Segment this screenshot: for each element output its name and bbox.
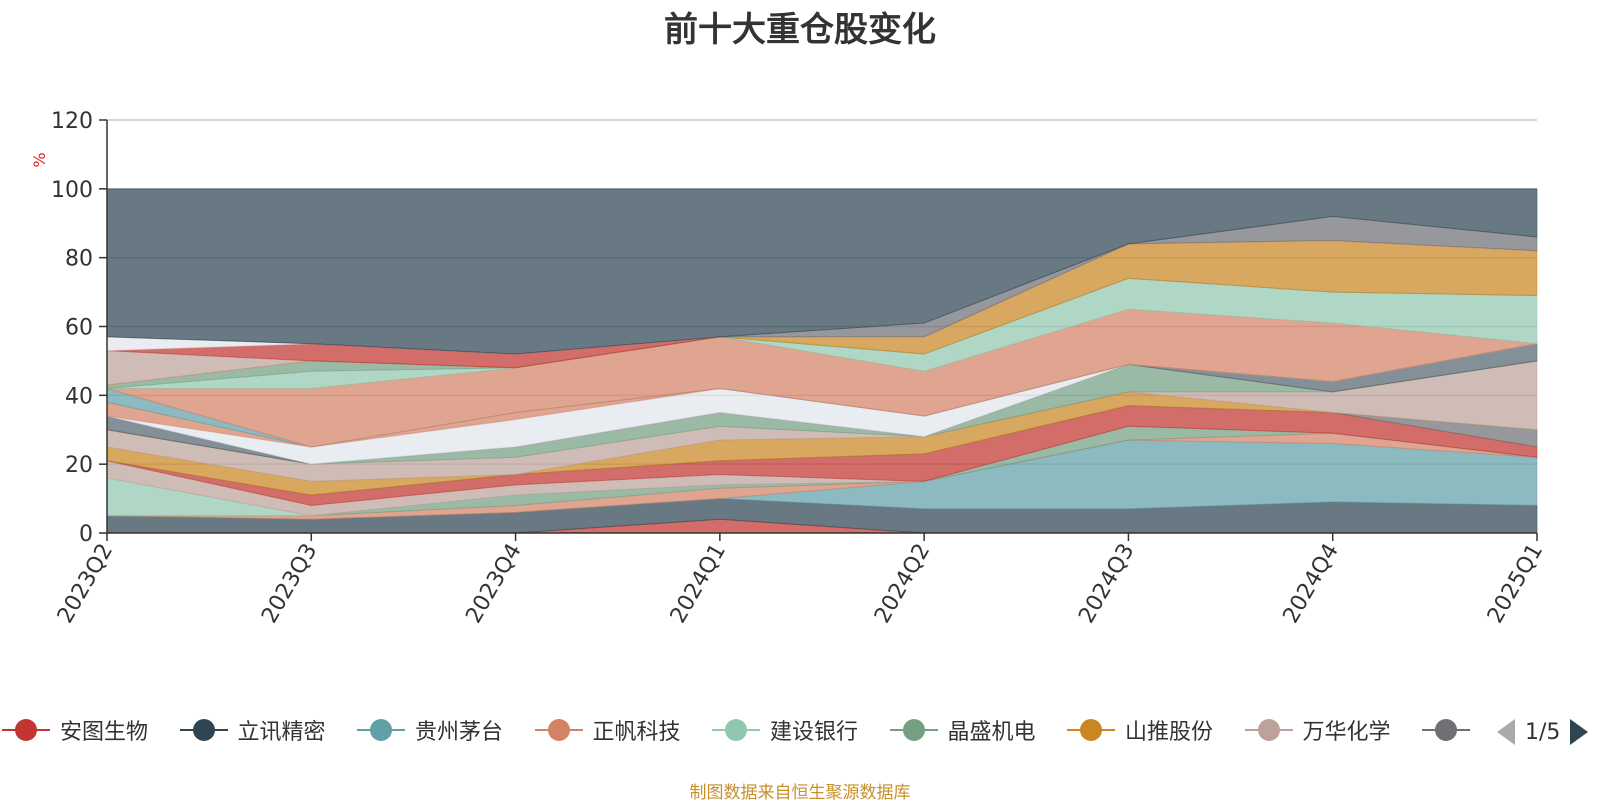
legend-item[interactable]: 建设银行 (710, 712, 858, 748)
legend-marker-icon (1244, 719, 1293, 741)
footnote: 制图数据来自恒生聚源数据库 (689, 783, 911, 803)
page-indicator: 1/5 (1525, 719, 1561, 745)
legend-pager: 1/5 (1495, 712, 1590, 752)
legend: 安图生物 立讯精密 贵州茅台 正帆科技 建设银行 晶盛机电 山推股份 万华化学 浦发银行 (0, 712, 1475, 748)
prev-page-icon[interactable] (1495, 717, 1517, 747)
x-tick-label: 2024Q2 (870, 540, 935, 628)
next-page-icon[interactable] (1568, 717, 1590, 747)
y-tick-label: 80 (65, 247, 93, 272)
x-tick-label: 2023Q2 (53, 540, 118, 628)
x-tick-label: 2024Q1 (666, 540, 731, 628)
x-tick-label: 2024Q3 (1074, 540, 1139, 628)
legend-label: 贵州茅台 (415, 720, 504, 745)
legend-item[interactable]: 万华化学 (1243, 712, 1391, 748)
x-tick-label: 2025Q1 (1483, 540, 1548, 628)
legend-marker-icon (179, 719, 228, 741)
legend-label: 晶盛机电 (947, 720, 1036, 745)
x-tick-label: 2024Q4 (1279, 540, 1344, 628)
legend-item[interactable]: 正帆科技 (533, 712, 681, 748)
legend-marker-icon (889, 719, 938, 741)
area-band[interactable] (106, 188, 1538, 355)
legend-marker-icon (1422, 719, 1470, 741)
legend-label: 立讯精密 (237, 720, 326, 745)
legend-marker-icon (712, 719, 760, 741)
legend-item[interactable]: 贵州茅台 (355, 712, 503, 748)
x-tick-label: 2023Q4 (461, 540, 526, 628)
legend-marker-icon (534, 719, 583, 741)
legend-marker-icon (2, 719, 50, 741)
chart-title: 前十大重仓股变化 (664, 10, 936, 50)
legend-item[interactable]: 浦发银行 (1420, 712, 1475, 748)
bands-layer (106, 188, 1538, 534)
legend-marker-icon (357, 719, 405, 741)
legend-item[interactable]: 安图生物 (0, 712, 148, 748)
y-axis-unit-label: % (30, 152, 49, 167)
legend-item[interactable]: 立讯精密 (178, 712, 326, 748)
legend-item[interactable]: 晶盛机电 (888, 712, 1036, 748)
y-tick-label: 40 (65, 384, 93, 409)
legend-label: 安图生物 (60, 720, 149, 745)
y-tick-label: 20 (65, 453, 93, 478)
y-tick-label: 0 (79, 522, 93, 547)
y-tick-label: 60 (65, 316, 93, 341)
y-tick-label: 120 (51, 109, 93, 134)
legend-label: 建设银行 (770, 720, 859, 745)
x-tick-label: 2023Q3 (257, 540, 322, 628)
legend-label: 山推股份 (1125, 720, 1214, 745)
legend-item[interactable]: 山推股份 (1065, 712, 1213, 748)
y-tick-label: 100 (51, 178, 93, 203)
legend-label: 正帆科技 (592, 720, 681, 745)
legend-label: 万华化学 (1302, 720, 1391, 745)
legend-marker-icon (1067, 719, 1115, 741)
legend-clip: 安图生物 立讯精密 贵州茅台 正帆科技 建设银行 晶盛机电 山推股份 万华化学 浦发银行 (0, 712, 1475, 752)
